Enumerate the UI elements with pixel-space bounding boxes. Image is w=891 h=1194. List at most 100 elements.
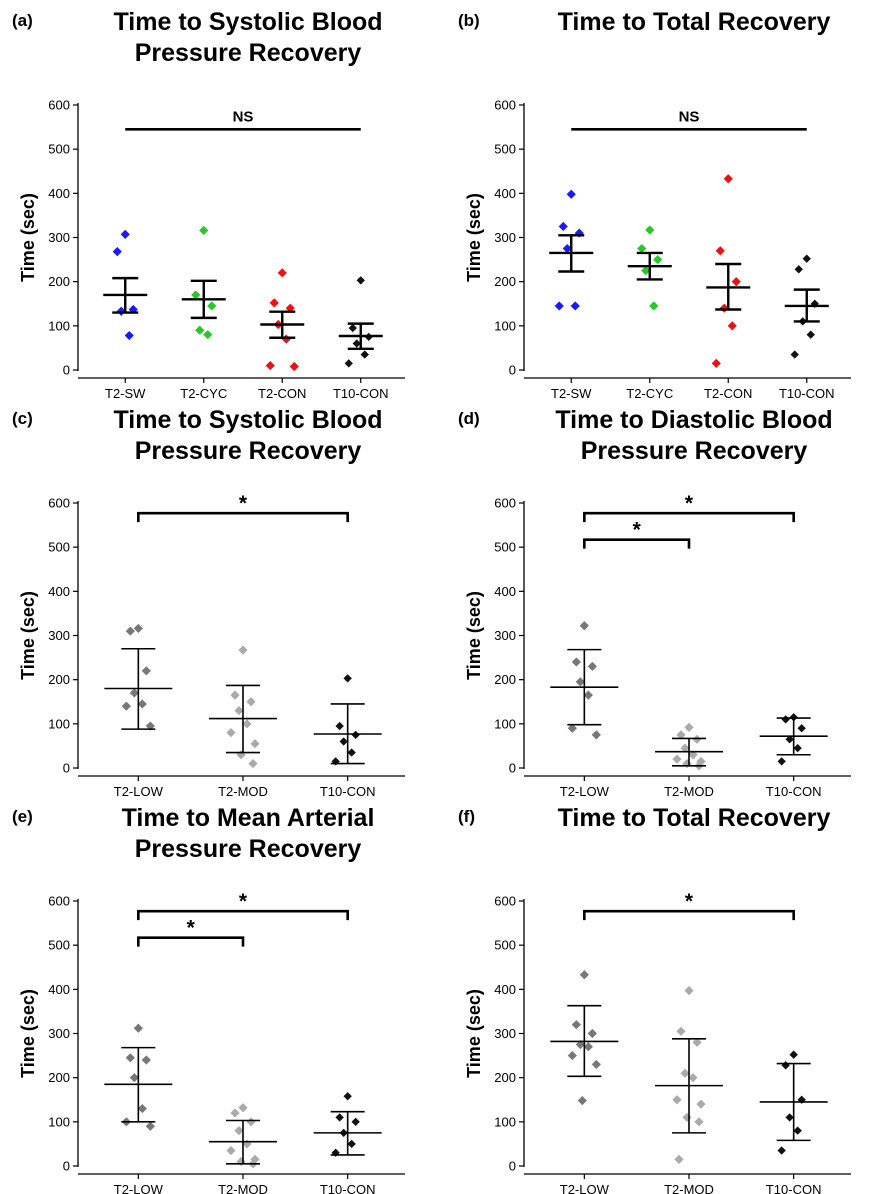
chart-title-line: Time to Systolic Blood (113, 8, 382, 36)
data-point (359, 349, 370, 360)
x-tick-label: T2-LOW (560, 784, 610, 799)
data-point (579, 621, 589, 631)
panel-label: (f) (458, 807, 475, 826)
y-tick-label: 500 (494, 540, 516, 555)
chart-panel-c: (c) Time to Systolic Blood Pressure Recove… (0, 398, 445, 799)
data-point (145, 1121, 155, 1131)
y-tick-label: 0 (63, 1159, 70, 1174)
panel-label: (d) (458, 409, 480, 428)
data-point (234, 1126, 244, 1136)
data-point (207, 301, 217, 311)
data-point (350, 729, 361, 740)
y-tick-label: 0 (63, 761, 70, 776)
data-point (692, 734, 702, 744)
data-point (116, 306, 126, 316)
data-point (125, 1053, 135, 1063)
y-tick-label: 600 (494, 98, 516, 113)
data-point (330, 1147, 341, 1158)
x-tick-label: T10-CON (766, 784, 822, 799)
y-tick-label: 100 (48, 318, 70, 333)
data-point (805, 329, 816, 340)
data-point (653, 254, 663, 265)
data-point (672, 754, 682, 764)
data-point (236, 1156, 246, 1167)
y-tick-label: 300 (48, 1026, 70, 1041)
data-point (684, 722, 694, 732)
data-point (250, 739, 260, 749)
y-tick-label: 400 (494, 584, 516, 599)
y-tick-label: 600 (48, 496, 70, 511)
data-point (567, 1050, 577, 1061)
chart-title-line: Time to Mean Arterial (122, 804, 375, 832)
x-tick-label: T10-CON (333, 386, 389, 401)
data-point (723, 174, 733, 184)
chart-title-line: Time to Total Recovery (558, 804, 831, 832)
data-point (238, 1103, 248, 1113)
y-tick-label: 500 (494, 938, 516, 953)
data-point (587, 1028, 597, 1039)
data-point (682, 758, 692, 769)
y-tick-label: 500 (48, 540, 70, 555)
x-tick-label: T2-MOD (664, 784, 714, 799)
significance-label: * (239, 492, 248, 515)
y-tick-label: 0 (509, 363, 516, 378)
data-point (692, 1037, 702, 1047)
significance-label: NS (233, 108, 254, 125)
data-point (350, 1116, 361, 1127)
data-point (141, 666, 151, 676)
data-point (145, 721, 155, 731)
data-point (784, 1112, 795, 1123)
y-tick-label: 300 (48, 230, 70, 245)
chart-svg-c: (c) Time to Systolic Blood Pressure Recove… (12, 406, 405, 799)
chart-title-line: Time to Diastolic Blood (555, 406, 832, 434)
y-tick-label: 300 (48, 628, 70, 643)
data-point (338, 736, 349, 747)
data-point (346, 747, 357, 758)
data-point (587, 661, 597, 672)
data-point (234, 705, 244, 716)
data-point (191, 290, 201, 300)
data-point (230, 690, 240, 700)
y-tick-label: 600 (48, 98, 70, 113)
data-point (334, 1112, 345, 1123)
chart-panel-d: (d) Time to Diastolic Blood Pressure Recov… (446, 398, 891, 799)
significance-label: * (187, 917, 196, 940)
data-point (133, 1023, 143, 1033)
y-tick-label: 100 (48, 716, 70, 731)
y-tick-label: 200 (48, 274, 70, 289)
y-tick-label: 100 (494, 716, 516, 731)
y-tick-label: 400 (494, 982, 516, 997)
data-point (577, 1096, 587, 1106)
data-point (125, 626, 135, 636)
x-tick-label: T2-MOD (664, 1182, 714, 1194)
chart-title-line: Time to Total Recovery (558, 8, 831, 36)
data-point (121, 701, 131, 711)
significance-label: * (633, 519, 642, 542)
data-point (334, 721, 345, 732)
x-tick-label: T10-CON (766, 1182, 822, 1194)
chart-svg-a: (a) Time to Systolic Blood Pressure Recove… (12, 8, 405, 401)
significance-label: * (685, 492, 694, 515)
data-point (793, 264, 804, 275)
data-point (112, 247, 122, 257)
significance-label: NS (679, 108, 700, 125)
panel-label: (a) (12, 11, 33, 30)
x-tick-label: T2-SW (551, 386, 592, 401)
y-tick-label: 300 (494, 1026, 516, 1041)
x-tick-label: T2-SW (105, 386, 146, 401)
x-tick-label: T2-LOW (114, 784, 164, 799)
data-point (645, 225, 655, 235)
data-point (676, 1026, 686, 1036)
data-point (792, 743, 803, 754)
significance-bracket (137, 936, 245, 947)
chart-title-line: Pressure Recovery (581, 437, 808, 465)
data-point (342, 673, 353, 684)
data-point (637, 243, 647, 254)
data-point (342, 1091, 353, 1102)
y-tick-label: 500 (48, 142, 70, 157)
data-point (289, 361, 299, 372)
data-point (330, 756, 341, 767)
data-point (141, 1055, 151, 1065)
significance-bracket (137, 511, 349, 523)
y-tick-label: 200 (48, 672, 70, 687)
